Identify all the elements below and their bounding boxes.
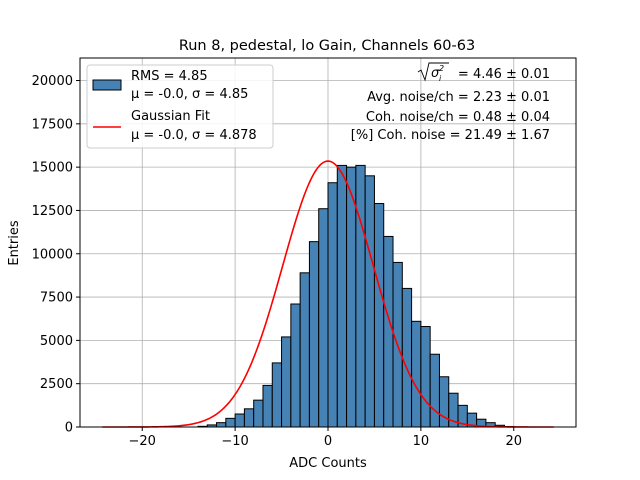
gaussian-fit-curve — [102, 160, 554, 428]
histogram-bar — [216, 422, 227, 428]
x-tick-label: −20 — [129, 434, 156, 449]
x-tick-label: 20 — [505, 434, 522, 449]
histogram-bar — [290, 303, 301, 428]
histogram-bar — [262, 384, 273, 428]
svg-text:i: i — [439, 74, 442, 83]
y-tick-label: 15000 — [32, 161, 73, 176]
histogram-bar — [225, 417, 236, 428]
x-axis-ticks: −20 −10 0 10 20 — [129, 427, 522, 449]
histogram-bar — [383, 235, 394, 428]
histogram-bar — [234, 413, 245, 428]
histogram-bar — [373, 203, 385, 428]
y-tick-label: 2500 — [40, 377, 73, 392]
legend-box — [86, 64, 274, 149]
legend-label-histogram-stats: μ = -0.0, σ = 4.85 — [131, 87, 248, 102]
y-tick-label: 10000 — [32, 247, 73, 262]
histogram-bar — [327, 182, 338, 428]
svg-text:2: 2 — [439, 64, 444, 73]
y-tick-label: 0 — [65, 421, 73, 436]
y-tick-label: 20000 — [32, 74, 73, 89]
legend-label-fit: Gaussian Fit — [131, 109, 210, 124]
histogram-bar — [429, 353, 440, 428]
x-tick-label: 10 — [413, 434, 430, 449]
y-axis-label: Entries — [7, 220, 22, 266]
x-axis-label: ADC Counts — [289, 456, 367, 471]
annotation-avg-noise: Avg. noise/ch = 2.23 ± 0.01 — [367, 90, 550, 105]
histogram-bar — [364, 175, 375, 428]
svg-text:σ: σ — [431, 66, 440, 81]
y-axis-ticks: 0 2500 5000 7500 10000 12500 15000 17500 20000 — [32, 74, 80, 436]
histogram-bar — [336, 164, 348, 428]
x-tick-label: 0 — [324, 434, 332, 449]
annotation-coh-noise: Coh. noise/ch = 0.48 ± 0.04 — [366, 110, 550, 125]
legend-label-histogram: RMS = 4.85 — [131, 69, 208, 84]
annotation-sqrt-sigma: = 4.46 ± 0.01 — [458, 67, 550, 82]
histogram-bar — [346, 166, 357, 428]
histogram-bar — [401, 287, 413, 428]
histogram-bar — [318, 208, 329, 428]
histogram-bar — [271, 362, 283, 428]
histogram-bar — [411, 320, 422, 428]
x-tick-label: −10 — [221, 434, 248, 449]
legend: RMS = 4.85 μ = -0.0, σ = 4.85 Gaussian F… — [86, 64, 274, 149]
annotation-coh-noise-percent: [%] Coh. noise = 21.49 ± 1.67 — [351, 128, 550, 143]
sqrt-sigma-symbol: σ 2 i — [417, 62, 449, 83]
legend-label-fit-stats: μ = -0.0, σ = 4.878 — [131, 128, 257, 143]
histogram-bar — [281, 336, 292, 428]
histogram-bar — [299, 272, 310, 428]
noise-annotations: σ 2 i = 4.46 ± 0.01 Avg. noise/ch = 2.23… — [351, 62, 550, 143]
histogram-bar — [355, 164, 366, 428]
chart-title: Run 8, pedestal, lo Gain, Channels 60-63 — [179, 38, 475, 54]
histogram-bar — [243, 408, 255, 428]
histogram-bar — [420, 326, 431, 428]
histogram-bar — [253, 399, 264, 428]
y-tick-label: 12500 — [32, 204, 73, 219]
legend-swatch-histogram — [92, 79, 122, 91]
y-tick-label: 5000 — [40, 334, 73, 349]
y-tick-label: 7500 — [40, 291, 73, 306]
y-tick-label: 17500 — [32, 117, 73, 132]
histogram-bar — [308, 241, 320, 428]
